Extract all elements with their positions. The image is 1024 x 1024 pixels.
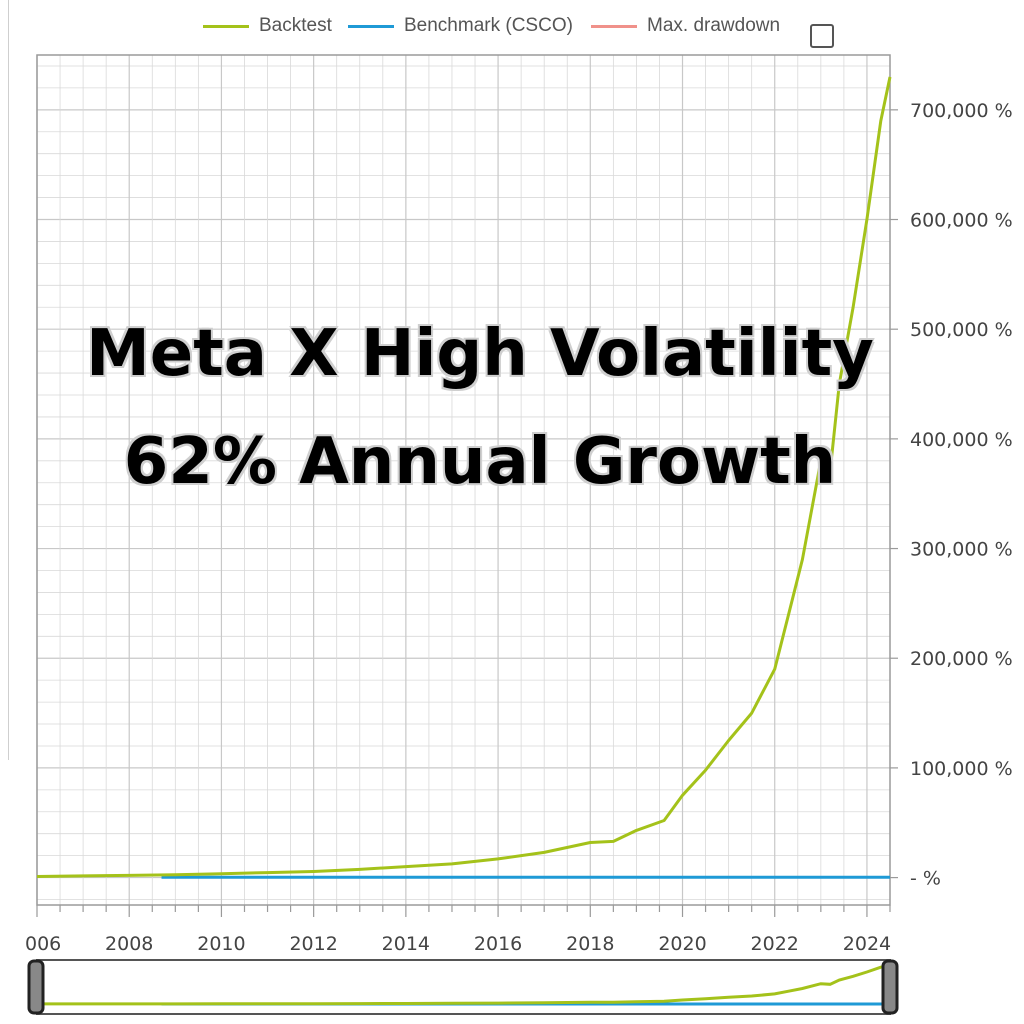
title-overlay: Meta X High Volatility 62% Annual Growth bbox=[40, 300, 920, 516]
legend-swatch-backtest bbox=[203, 24, 249, 28]
legend-label-backtest: Backtest bbox=[259, 15, 332, 36]
x-tick-label: 2022 bbox=[751, 933, 799, 955]
y-tick-label: - % bbox=[910, 868, 941, 890]
x-tick-label: 2016 bbox=[474, 933, 522, 955]
legend: Backtest Benchmark (CSCO) Max. drawdown bbox=[0, 8, 1024, 48]
y-tick-label: 200,000 % bbox=[910, 648, 1013, 670]
series-layer bbox=[36, 76, 892, 879]
x-tick-label: 2010 bbox=[197, 933, 245, 955]
navigator-series bbox=[37, 963, 891, 1006]
navigator-right-handle[interactable] bbox=[881, 959, 899, 1015]
legend-item-drawdown[interactable]: Max. drawdown bbox=[591, 14, 780, 38]
y-tick-label: 400,000 % bbox=[910, 429, 1013, 451]
navigator-line-backtest bbox=[37, 963, 891, 1006]
navigator-left-handle[interactable] bbox=[27, 959, 45, 1015]
legend-label-benchmark: Benchmark (CSCO) bbox=[404, 15, 573, 36]
x-tick-label: 2020 bbox=[658, 933, 706, 955]
navigator-frame bbox=[36, 959, 891, 1015]
x-tick-label: 2018 bbox=[566, 933, 614, 955]
y-axis: - % 100,000 % 200,000 % 300,000 % 400,000 % 5… bbox=[890, 100, 1013, 890]
legend-label-drawdown: Max. drawdown bbox=[647, 15, 781, 36]
x-tick-label: 2024 bbox=[843, 933, 891, 955]
legend-toggle-checkbox[interactable] bbox=[810, 24, 834, 48]
series-line-backtest bbox=[36, 76, 892, 878]
left-panel-edge bbox=[8, 0, 9, 760]
legend-swatch-drawdown bbox=[591, 24, 637, 28]
overlay-line-2: 62% Annual Growth bbox=[123, 425, 837, 499]
range-navigator[interactable] bbox=[27, 959, 899, 1015]
y-tick-label: 600,000 % bbox=[910, 210, 1013, 232]
x-tick-label: 2014 bbox=[382, 933, 430, 955]
x-tick-label: 006 bbox=[25, 933, 61, 955]
y-tick-label: 500,000 % bbox=[910, 319, 1013, 341]
x-axis: 006 2008 2010 2012 2014 2016 2018 2020 2022 2024 bbox=[25, 905, 891, 955]
legend-item-backtest[interactable]: Backtest bbox=[203, 14, 332, 38]
y-tick-label: 700,000 % bbox=[910, 100, 1013, 122]
x-tick-label: 2012 bbox=[289, 933, 337, 955]
legend-swatch-benchmark bbox=[348, 24, 394, 28]
legend-item-benchmark[interactable]: Benchmark (CSCO) bbox=[348, 14, 573, 38]
y-tick-label: 300,000 % bbox=[910, 539, 1013, 561]
plot-frame bbox=[36, 54, 891, 906]
overlay-line-1: Meta X High Volatility bbox=[86, 317, 874, 391]
y-tick-label: 100,000 % bbox=[910, 758, 1013, 780]
x-tick-label: 2008 bbox=[105, 933, 153, 955]
